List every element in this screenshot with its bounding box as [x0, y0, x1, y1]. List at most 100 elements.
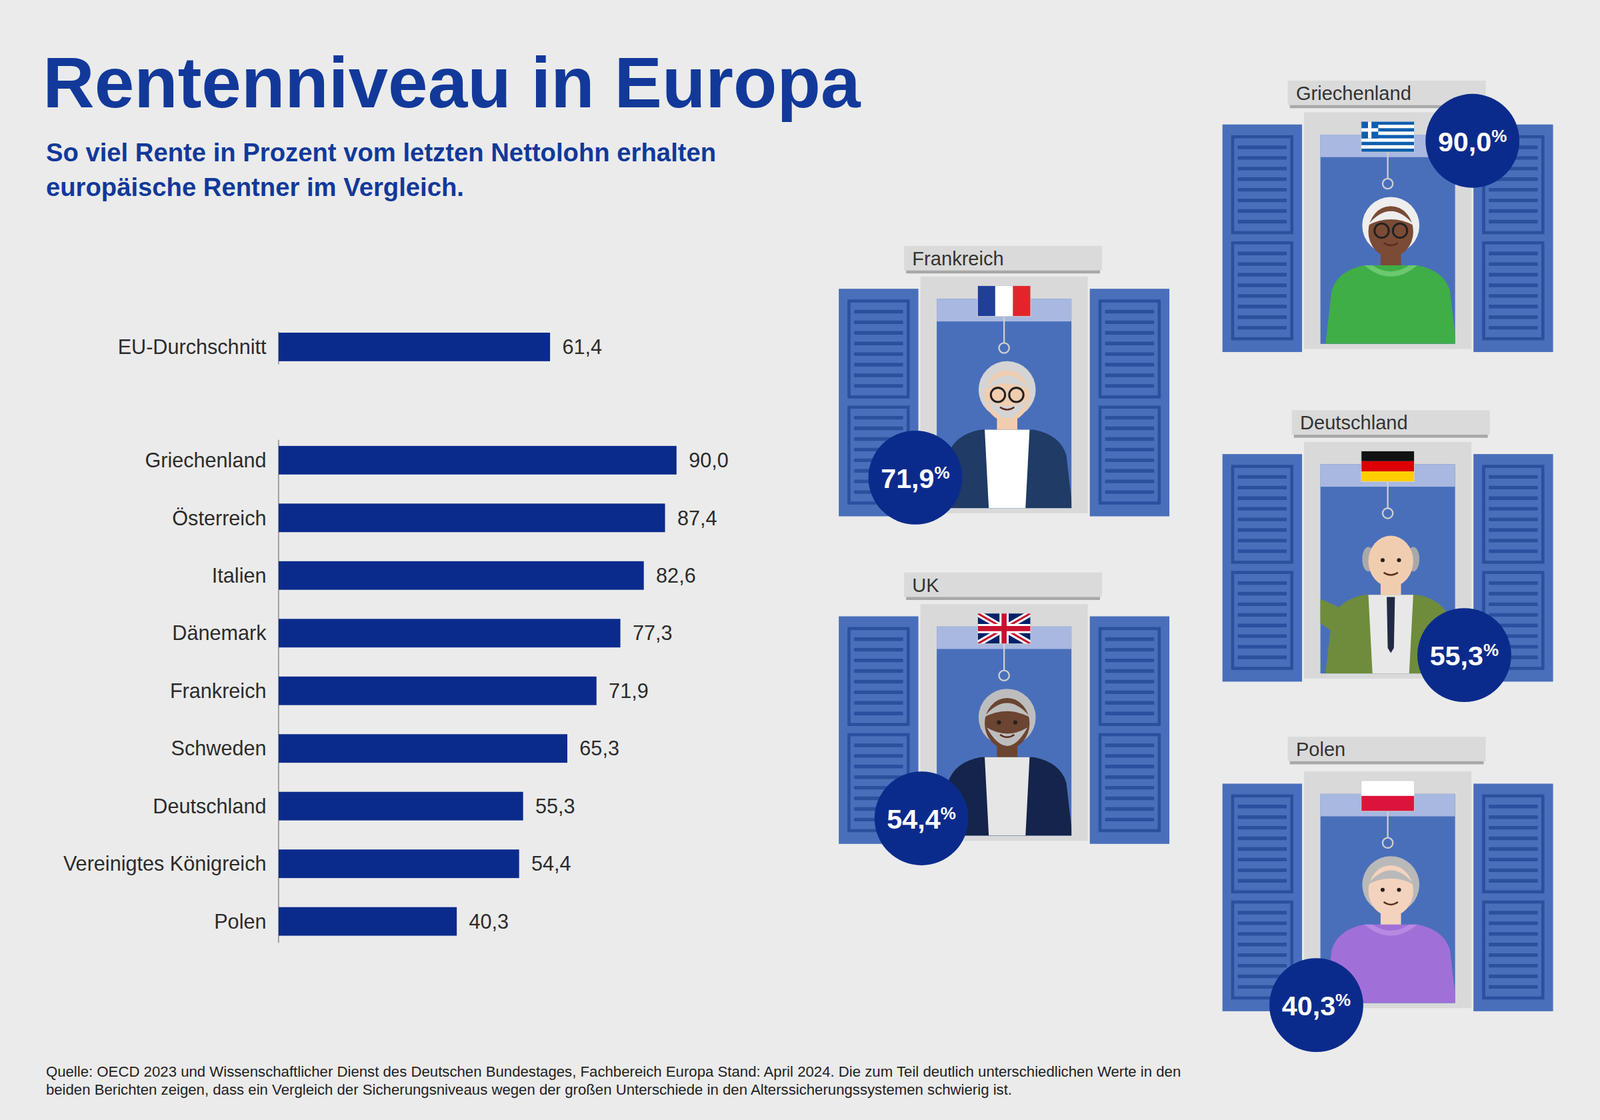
shutter-slat	[854, 310, 903, 314]
value-label: 54,4%	[886, 803, 956, 835]
shutter-slat	[1105, 352, 1154, 356]
shutter-slat	[1238, 847, 1287, 851]
flag-stripe	[1361, 138, 1415, 142]
bar-chart: Griechenland90,0Österreich87,4Italien82,…	[63, 440, 729, 944]
shutter-slat	[1488, 272, 1538, 276]
shutter-panel	[1232, 796, 1292, 892]
person-collar	[1364, 265, 1418, 277]
flag-border	[1361, 121, 1415, 152]
shutter-slat	[1238, 209, 1287, 213]
shutter-slat	[1105, 648, 1154, 652]
flag-stripe	[1361, 796, 1415, 812]
shutter-slat	[1238, 538, 1287, 542]
flag-stripe	[1361, 142, 1415, 146]
shutter-slat	[1105, 701, 1154, 705]
shutter-slat	[1238, 315, 1287, 319]
shutter-panel	[1100, 407, 1160, 504]
shutter-slat	[1238, 496, 1287, 500]
flag-hook	[998, 670, 1009, 681]
person-fringe	[1367, 211, 1414, 226]
category-label: Österreich	[172, 506, 266, 530]
shutter-slat	[1488, 198, 1538, 202]
shutter-slat	[1238, 272, 1287, 276]
shutter-panel	[848, 628, 908, 725]
value-bubble	[868, 430, 963, 525]
flag-cross	[977, 613, 1031, 644]
bar	[278, 446, 677, 475]
value-number: 54,4	[886, 804, 940, 835]
shutter-slat	[1238, 304, 1287, 308]
person-shirt	[984, 429, 1030, 508]
callout: Frankreich71,9%	[838, 246, 1170, 525]
flag-stripe	[1361, 471, 1415, 482]
shutter-slat	[1238, 166, 1287, 170]
category-label: Deutschland	[152, 794, 266, 818]
shutter-panel	[848, 301, 908, 398]
shutter-slat	[1238, 326, 1287, 330]
category-label: Vereinigtes Königreich	[63, 852, 267, 876]
value-label: 71,9%	[880, 462, 950, 494]
shutter-slat	[854, 648, 903, 652]
flag-canton	[1361, 121, 1379, 139]
shutter-slat	[1105, 448, 1154, 452]
shutter-slat	[1105, 362, 1154, 366]
shutter-slat	[1488, 826, 1538, 830]
category-label: Italien	[212, 564, 267, 587]
bar	[278, 561, 644, 590]
shutter-slat	[1488, 985, 1538, 989]
shutter-slat	[1488, 283, 1538, 287]
shutter-slat	[1238, 475, 1287, 479]
shutter-slat	[1238, 592, 1287, 596]
shutter-slat	[1488, 932, 1538, 936]
shutter-panel	[1484, 902, 1544, 998]
flag-hook	[1382, 508, 1393, 518]
label-underline	[1290, 761, 1484, 765]
data-label: 77,3	[632, 621, 673, 644]
shutter-slat	[1238, 942, 1287, 946]
bars	[278, 332, 550, 362]
flag-cross	[1368, 121, 1372, 139]
shutter-slat	[1238, 644, 1287, 648]
shutter-slat	[1105, 469, 1154, 473]
shutter-slat	[1488, 496, 1538, 500]
shutter-slat	[1488, 528, 1538, 532]
shutter-slat	[1238, 815, 1287, 819]
flag-hook	[1382, 178, 1393, 189]
shutter-slat	[1105, 637, 1154, 641]
flag-border	[1361, 780, 1415, 812]
callout: Griechenland90,0%	[1222, 80, 1554, 352]
flag	[1361, 451, 1415, 482]
shutter	[1222, 454, 1302, 682]
label-box	[904, 572, 1102, 598]
data-label: 55,3	[535, 794, 576, 818]
shutter-slat	[1238, 879, 1287, 883]
shutter	[1090, 616, 1170, 844]
shutter-slat	[1105, 320, 1154, 324]
person-fringe	[984, 703, 1031, 718]
shutter-slat	[1105, 818, 1154, 822]
shutter-slat	[1238, 634, 1287, 638]
bar	[278, 734, 568, 763]
value-unit: %	[1335, 990, 1351, 1010]
country-label: Polen	[1296, 738, 1346, 760]
shutter-slat	[1105, 490, 1154, 494]
title: Rentenniveau in Europa	[42, 42, 862, 123]
country-label: UK	[912, 574, 940, 596]
shutter-slat	[854, 680, 903, 684]
shutter-slat	[1238, 964, 1287, 968]
flag	[1361, 780, 1415, 812]
bar	[278, 792, 524, 821]
shutter-slat	[1488, 209, 1538, 213]
shutter-slat	[854, 342, 903, 346]
person-beard	[986, 400, 1028, 419]
shutter-panel	[1100, 734, 1160, 831]
data-label: 90,0	[688, 448, 729, 472]
bar	[278, 618, 621, 648]
country-label: Griechenland	[1296, 82, 1412, 104]
data-label: 65,3	[579, 736, 620, 760]
window-frame	[920, 276, 1088, 514]
shutter-slat	[1488, 910, 1538, 914]
shutter-slat	[1238, 294, 1287, 298]
shutter-slat	[1488, 294, 1538, 298]
shutter-slat	[1238, 868, 1287, 872]
